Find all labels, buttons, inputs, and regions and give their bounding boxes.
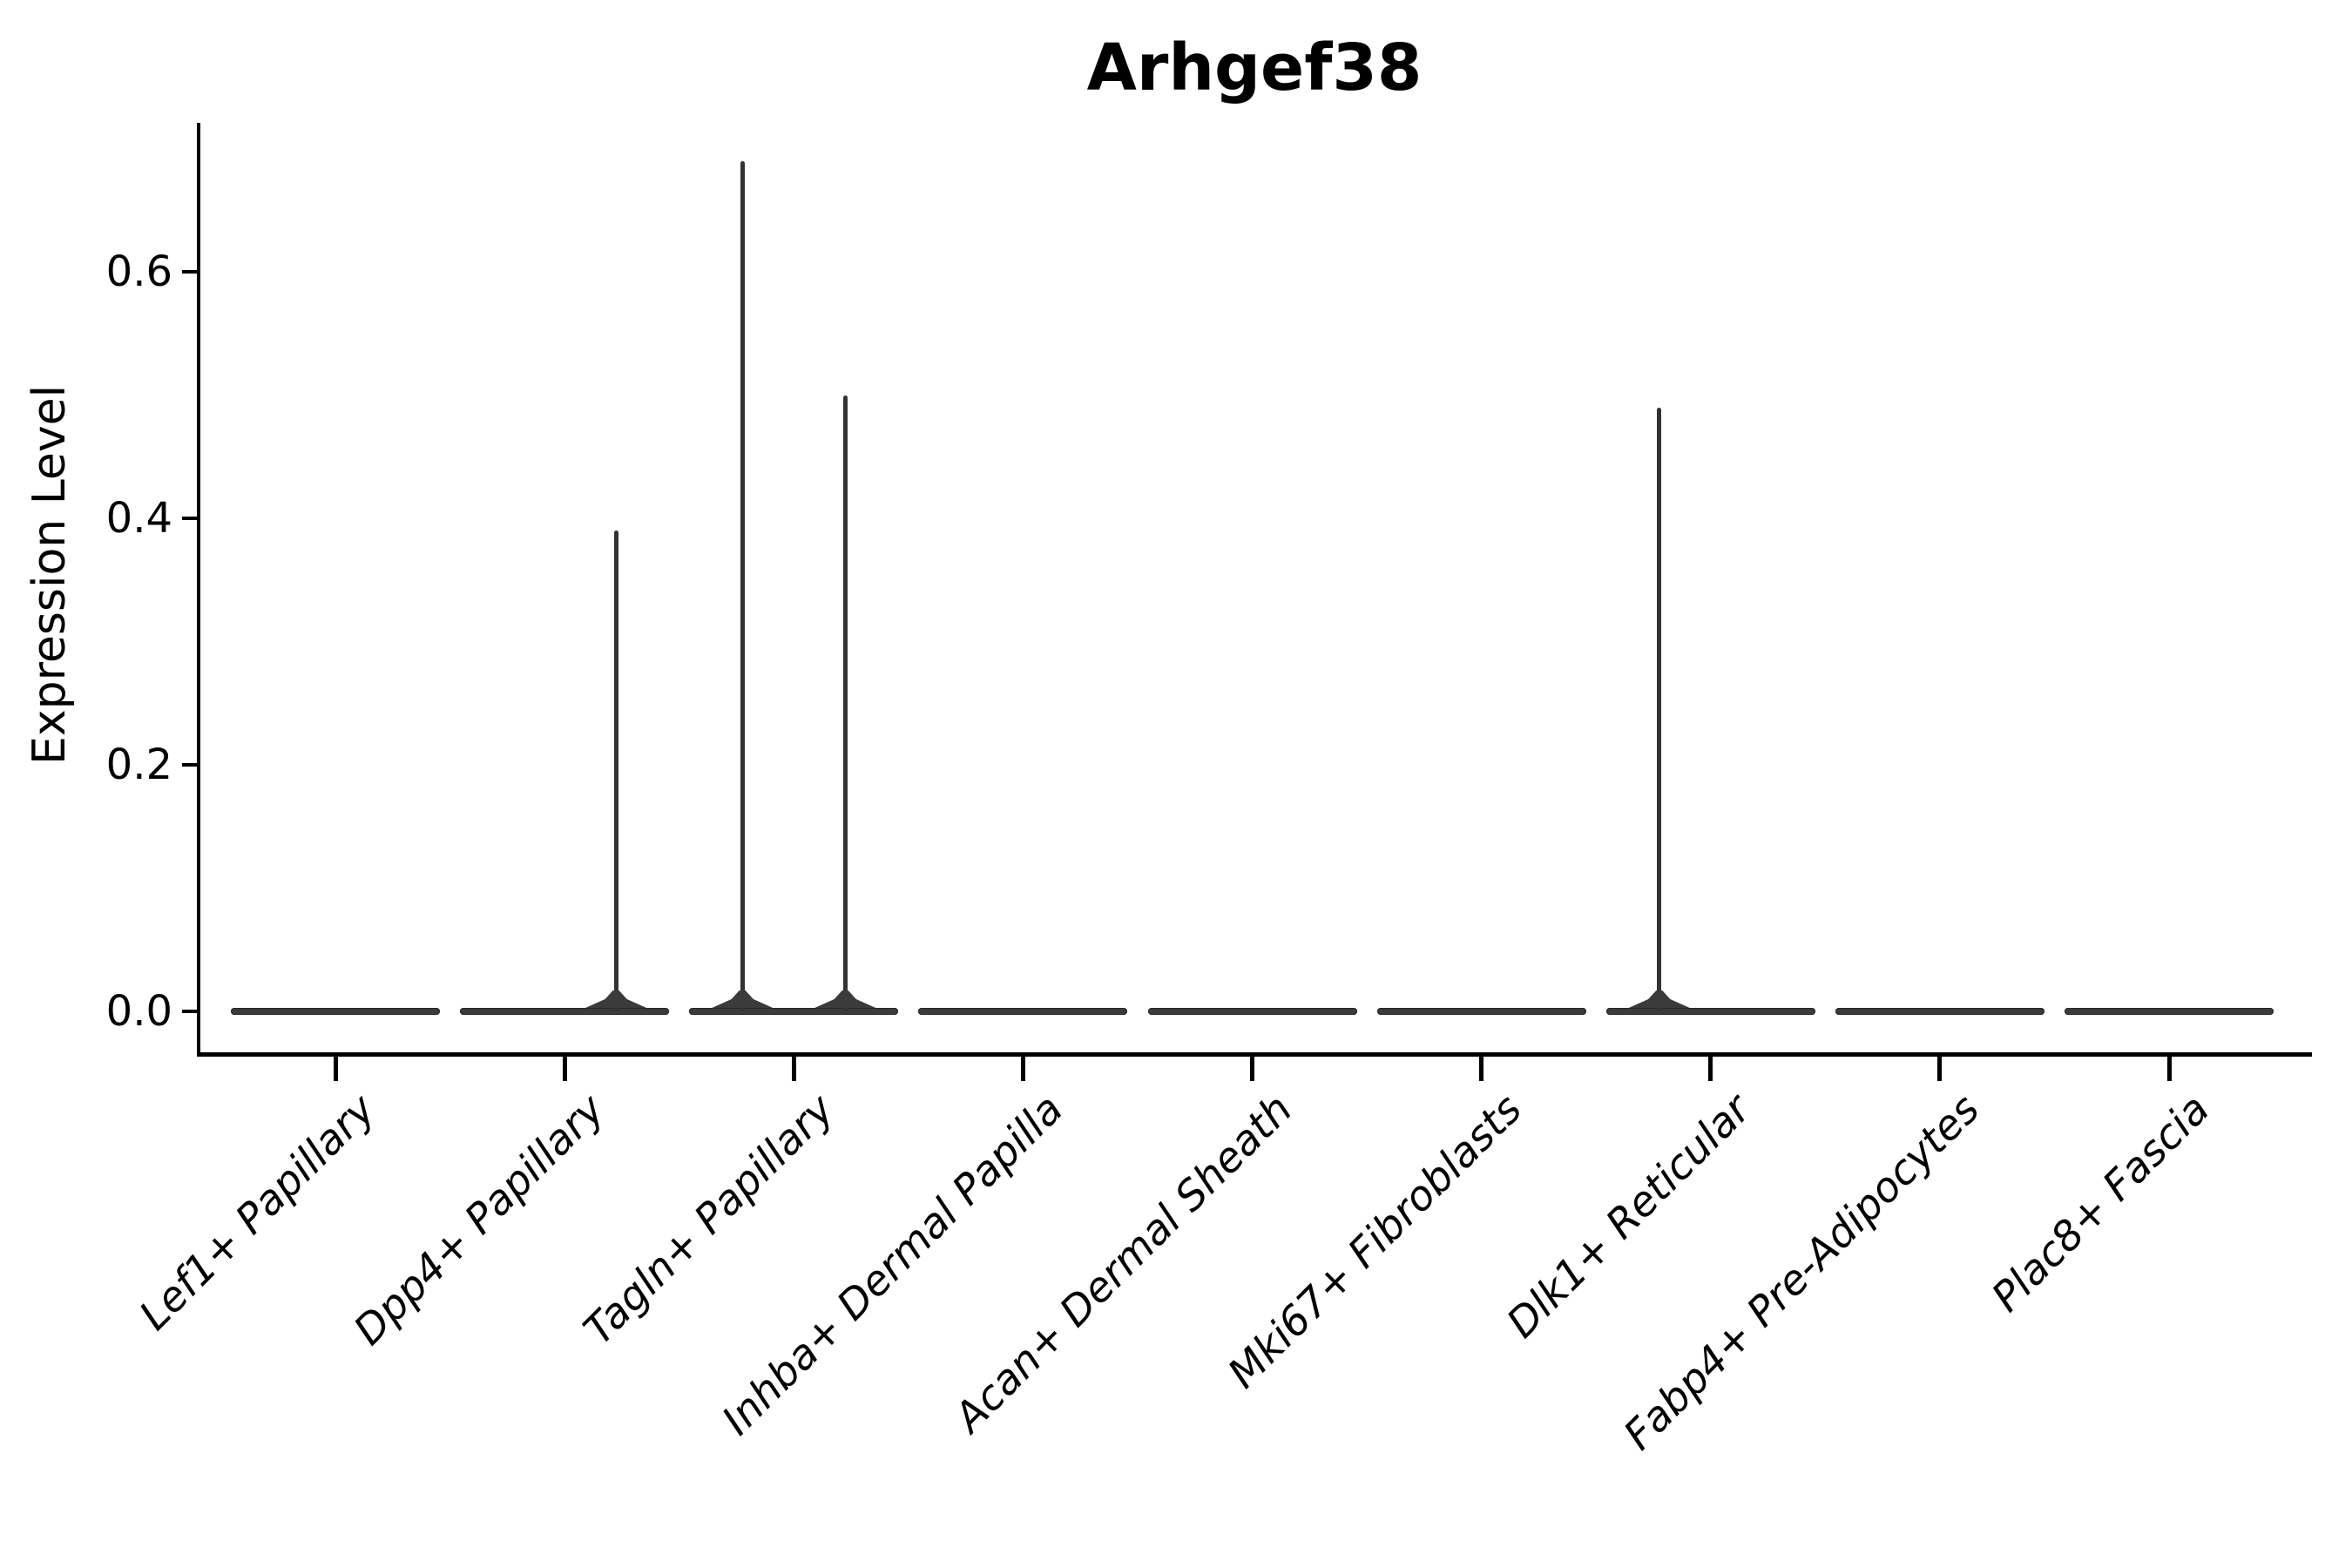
violin-body — [460, 1008, 670, 1015]
violin-spike — [613, 531, 618, 1011]
violin-spike — [740, 160, 745, 1011]
violin-body — [2065, 1008, 2274, 1015]
violin-spike — [1657, 407, 1662, 1011]
x-tick-label: Lef1+ Papillary — [130, 1085, 385, 1340]
y-tick-label: 0.0 — [105, 987, 172, 1036]
violin-spike-base — [814, 990, 876, 1008]
x-tick-mark — [1708, 1057, 1713, 1081]
x-tick-mark — [2166, 1057, 2172, 1081]
violin-spike-base — [585, 990, 647, 1008]
x-tick-mark — [1250, 1057, 1254, 1081]
violin-body — [1835, 1008, 2044, 1015]
violin-body — [689, 1008, 899, 1015]
violin-body — [1376, 1008, 1586, 1015]
x-axis-spine — [197, 1052, 2312, 1057]
y-tick-mark — [182, 517, 198, 520]
y-tick-label: 0.2 — [105, 740, 172, 789]
violin-body — [231, 1008, 440, 1015]
violin-spike — [842, 395, 848, 1011]
y-tick-label: 0.4 — [105, 494, 172, 543]
x-tick-mark — [1937, 1057, 1943, 1081]
x-tick-mark — [1020, 1057, 1025, 1081]
y-tick-mark — [182, 1010, 198, 1013]
y-tick-mark — [182, 270, 198, 274]
violin-spike-base — [1628, 990, 1690, 1008]
y-tick-mark — [182, 763, 198, 767]
violin-body — [1605, 1008, 1815, 1015]
x-tick-mark — [333, 1057, 338, 1081]
violin-body — [1147, 1008, 1357, 1015]
x-tick-label: Dpp4+ Papillary — [344, 1085, 614, 1355]
x-tick-label: Tagln+ Papillary — [574, 1085, 844, 1355]
x-tick-mark — [791, 1057, 796, 1081]
x-tick-label: Dlk1+ Reticular — [1497, 1085, 1761, 1348]
y-tick-label: 0.6 — [105, 247, 172, 296]
x-tick-label: Plac8+ Fascia — [1982, 1085, 2219, 1321]
violin-body — [918, 1008, 1128, 1015]
violin-spike-base — [712, 990, 774, 1008]
chart-title: Arhgef38 — [1086, 30, 1423, 105]
y-axis-spine — [197, 123, 200, 1057]
x-tick-mark — [1479, 1057, 1484, 1081]
x-tick-mark — [562, 1057, 567, 1081]
